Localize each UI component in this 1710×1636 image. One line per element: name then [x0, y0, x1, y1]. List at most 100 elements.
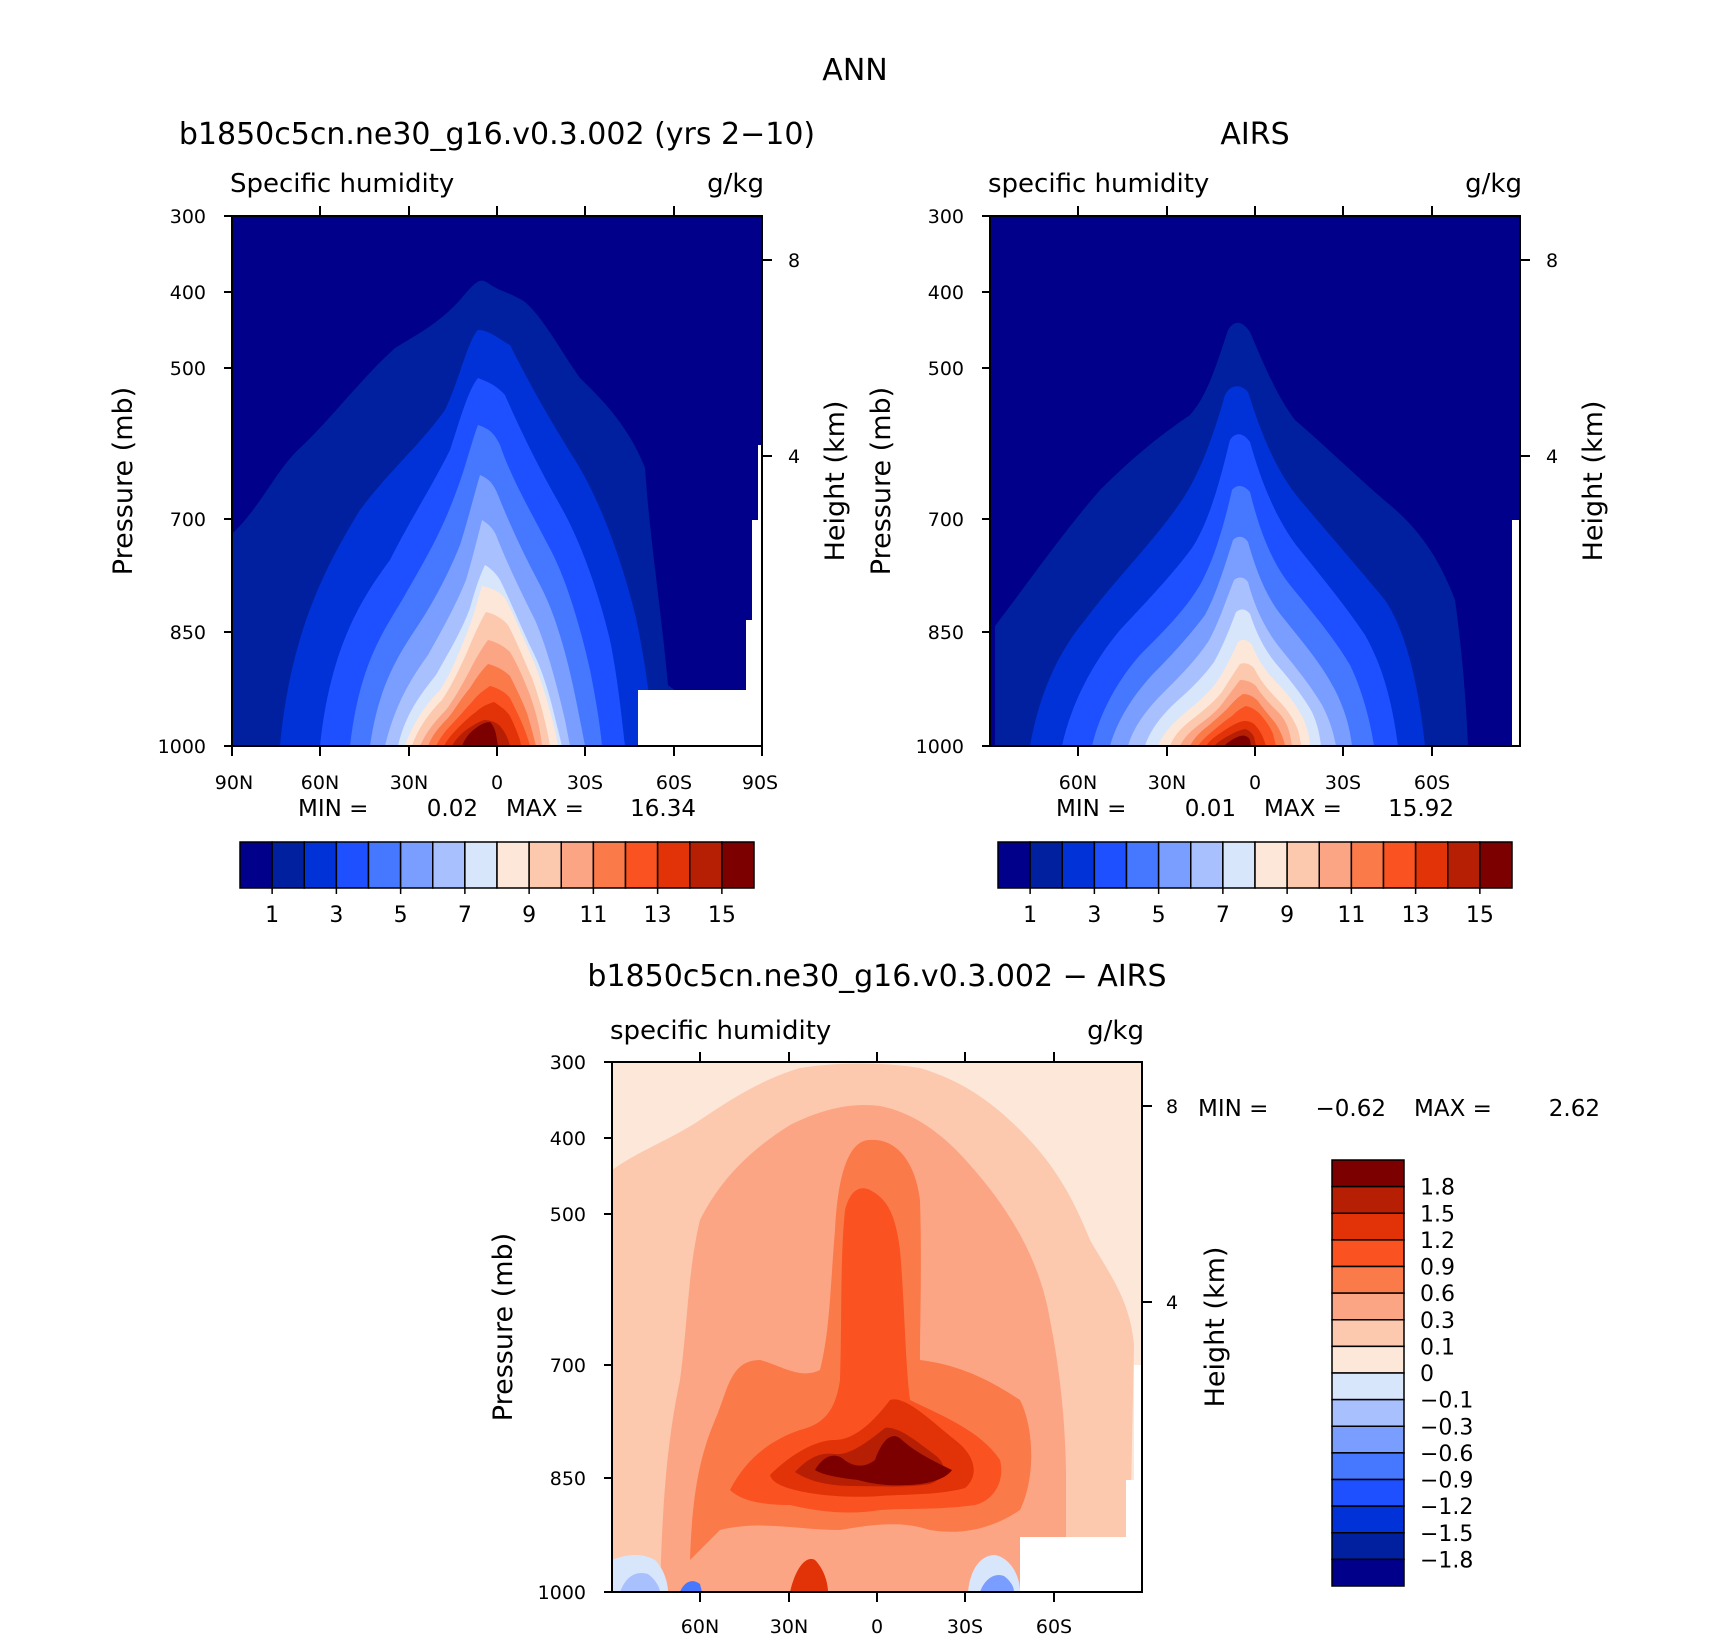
diff-colorbar-label: −0.6 [1420, 1442, 1473, 1467]
diff-x-tick-label: 30S [947, 1616, 983, 1636]
model-colorbar-swatch [335, 841, 370, 889]
diff-panel: b1850c5cn.ne30_g16.v0.3.002 − AIRS speci… [488, 959, 1600, 1636]
obs-colorbar-swatch [1222, 841, 1256, 889]
model-colorbar-label: 13 [644, 903, 672, 928]
model-colorbar-swatch [496, 841, 530, 889]
diff-y-tick-label: 400 [550, 1128, 586, 1150]
model-min-max: MIN = 0.02 MAX = 16.34 [298, 796, 696, 822]
model-max-label: MAX = [506, 796, 584, 822]
model-colorbar-label: 5 [394, 903, 408, 928]
model-y-axis-label: Pressure (mb) [108, 387, 139, 575]
model-x-tick-label: 60N [301, 772, 339, 794]
diff-y-tick-label: 700 [550, 1355, 586, 1377]
diff-right-ticks: 8 4 [1142, 1096, 1178, 1314]
diff-colorbar-label: 1.8 [1420, 1176, 1455, 1201]
model-colorbar-label: 11 [579, 903, 607, 928]
page-title: ANN [822, 53, 887, 88]
diff-colorbar-swatch [1331, 1452, 1405, 1481]
model-y-tick-label: 850 [170, 622, 206, 644]
diff-colorbar-swatch [1331, 1505, 1405, 1534]
obs-colorbar-label: 11 [1337, 903, 1365, 928]
obs-x-ticks: 60N 30N 0 30S 60S [1059, 206, 1450, 794]
obs-colorbar-swatch [1350, 841, 1385, 889]
diff-y-ticks: 300 400 500 700 850 1000 [538, 1052, 612, 1604]
diff-colorbar-swatch [1331, 1319, 1405, 1348]
model-x-tick-label: 90S [742, 772, 778, 794]
model-colorbar-swatch [303, 841, 338, 889]
diff-colorbar-swatch [1331, 1425, 1405, 1454]
diff-y-tick-label: 500 [550, 1204, 586, 1226]
obs-colorbar-swatch [1125, 841, 1160, 889]
diff-x-ticks: 60N 30N 0 30S 60S [681, 1052, 1072, 1636]
obs-colorbar-swatch [1479, 841, 1513, 889]
diff-colorbar-label: 0.9 [1420, 1256, 1455, 1281]
model-y-tick-label: 700 [170, 509, 206, 531]
model-colorbar-label: 15 [708, 903, 736, 928]
model-min-value: 0.02 [427, 796, 478, 822]
diff-colorbar-label: 0.3 [1420, 1309, 1455, 1334]
diff-contour-field [612, 1062, 1142, 1592]
model-colorbar-swatch [592, 841, 627, 889]
obs-x-tick-label: 60S [1414, 772, 1450, 794]
diff-x-tick-label: 0 [871, 1616, 883, 1636]
model-y-tick-label: 1000 [158, 736, 206, 758]
diff-colorbar-swatch [1331, 1185, 1405, 1214]
diff-colorbar-label: −0.3 [1420, 1415, 1473, 1440]
diff-colorbar-swatch [1331, 1159, 1405, 1188]
diff-colorbar-label: 0.1 [1420, 1335, 1455, 1360]
diff-colorbar-swatch [1331, 1292, 1405, 1321]
diff-colorbar-label: −1.2 [1420, 1495, 1473, 1520]
obs-colorbar-label: 13 [1402, 903, 1430, 928]
obs-y-axis-label: Pressure (mb) [866, 387, 897, 575]
obs-x-tick-label: 30S [1325, 772, 1361, 794]
model-colorbar-label: 9 [522, 903, 536, 928]
diff-variable-label: specific humidity [610, 1016, 831, 1046]
obs-contour-field [990, 216, 1520, 746]
diff-panel-title: b1850c5cn.ne30_g16.v0.3.002 − AIRS [587, 959, 1166, 994]
model-y-tick-label: 400 [170, 282, 206, 304]
diff-y-axis-label: Pressure (mb) [488, 1233, 519, 1421]
model-colorbar-label: 1 [265, 903, 279, 928]
model-variable-label: Specific humidity [230, 169, 454, 199]
obs-colorbar-swatch [1061, 841, 1096, 889]
model-y-ticks: 300 400 500 700 850 1000 [158, 206, 232, 758]
diff-x-tick-label: 60N [681, 1616, 719, 1636]
obs-height-tick-label: 4 [1546, 446, 1558, 468]
obs-y-tick-label: 1000 [916, 736, 964, 758]
obs-colorbar-swatch [1414, 841, 1449, 889]
obs-x-tick-label: 60N [1059, 772, 1097, 794]
obs-units-label: g/kg [1465, 169, 1522, 199]
obs-x-tick-label: 30N [1148, 772, 1186, 794]
obs-colorbar-swatch [1254, 841, 1288, 889]
obs-panel: AIRS specific humidity g/kg [866, 117, 1609, 928]
obs-colorbar-label: 15 [1466, 903, 1494, 928]
diff-height-tick-label: 8 [1166, 1096, 1178, 1118]
diff-colorbar-label: −1.8 [1420, 1548, 1473, 1573]
diff-units-label: g/kg [1087, 1016, 1144, 1046]
model-units-label: g/kg [707, 169, 764, 199]
obs-colorbar-swatch [1157, 841, 1192, 889]
obs-x-tick-label: 0 [1249, 772, 1261, 794]
obs-colorbar-label: 3 [1087, 903, 1101, 928]
diff-x-tick-label: 60S [1036, 1616, 1072, 1636]
diff-min-label: MIN = [1198, 1096, 1268, 1122]
model-colorbar-swatch [432, 841, 466, 889]
obs-right-ticks: 8 4 [1520, 250, 1558, 468]
diff-colorbar-label: −0.1 [1420, 1389, 1473, 1414]
model-y-tick-label: 500 [170, 358, 206, 380]
obs-right-axis-label: Height (km) [1578, 401, 1609, 562]
model-y-tick-label: 300 [170, 206, 206, 228]
diff-x-tick-label: 30N [770, 1616, 808, 1636]
diff-colorbar-swatch [1331, 1372, 1405, 1401]
obs-y-tick-label: 700 [928, 509, 964, 531]
obs-colorbar: 1 3 5 7 9 11 13 15 [997, 841, 1513, 928]
obs-colorbar-swatch [1093, 841, 1128, 889]
model-contour-field [232, 216, 762, 746]
diff-min-max: MIN = −0.62 MAX = 2.62 [1198, 1096, 1600, 1122]
model-colorbar-swatch [528, 841, 562, 889]
model-height-tick-label: 4 [788, 446, 800, 468]
diff-colorbar-swatch [1331, 1239, 1405, 1268]
obs-colorbar-label: 7 [1216, 903, 1230, 928]
model-x-tick-label: 60S [656, 772, 692, 794]
model-colorbar-swatch [624, 841, 659, 889]
